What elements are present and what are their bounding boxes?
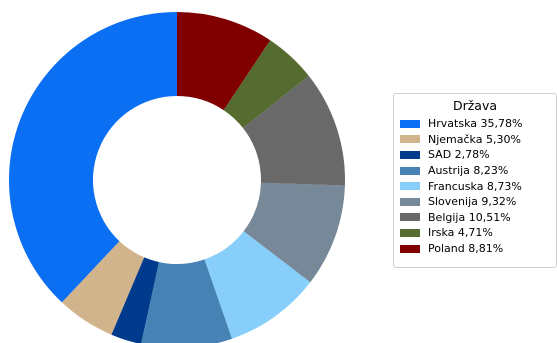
legend-item-francuska: Francuska 8,73% [400,178,550,194]
legend-swatch [400,119,420,128]
legend: Država Hrvatska 35,78% Njemačka 5,30% SAD … [393,93,557,268]
legend-swatch [400,182,420,191]
legend-swatch [400,213,420,222]
legend-swatch [400,244,420,253]
slice-irska [223,40,309,128]
legend-swatch [400,150,420,159]
legend-swatch [400,197,420,206]
legend-item-njemačka: Njemačka 5,30% [400,132,550,148]
slice-slovenija [243,182,345,283]
legend-swatch [400,228,420,237]
slice-sad [111,257,160,343]
legend-item-irska: Irska 4,71% [400,225,550,241]
legend-label: Austrija 8,23% [428,164,509,178]
legend-item-slovenija: Slovenija 9,32% [400,194,550,210]
legend-title: Država [452,98,498,113]
legend-label: Njemačka 5,30% [428,132,521,146]
legend-label: SAD 2,78% [428,148,490,162]
legend-label: Francuska 8,73% [428,179,522,193]
slice-hrvatska [8,12,177,303]
legend-item-belgija: Belgija 10,51% [400,210,550,226]
legend-items: Hrvatska 35,78% Njemačka 5,30% SAD 2,78% Au… [400,116,550,256]
slice-francuska [204,231,311,339]
legend-item-poland: Poland 8,81% [400,241,550,257]
slice-poland [177,12,271,111]
legend-label: Irska 4,71% [428,226,493,240]
legend-swatch [400,166,420,175]
legend-item-sad: SAD 2,78% [400,147,550,163]
legend-label: Poland 8,81% [428,242,504,256]
legend-label: Slovenija 9,32% [428,195,517,209]
slice-belgija [242,75,345,186]
legend-swatch [400,135,420,144]
legend-item-austrija: Austrija 8,23% [400,163,550,179]
legend-item-hrvatska: Hrvatska 35,78% [400,116,550,132]
slice-austrija [141,259,233,343]
legend-label: Belgija 10,51% [428,210,511,224]
slice-njemačka [61,241,145,335]
legend-label: Hrvatska 35,78% [428,117,523,131]
